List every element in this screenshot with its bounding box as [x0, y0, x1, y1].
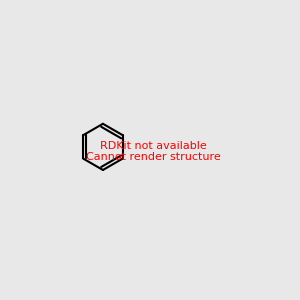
Text: RDKit not available
Cannot render structure: RDKit not available Cannot render struct…	[86, 141, 221, 162]
